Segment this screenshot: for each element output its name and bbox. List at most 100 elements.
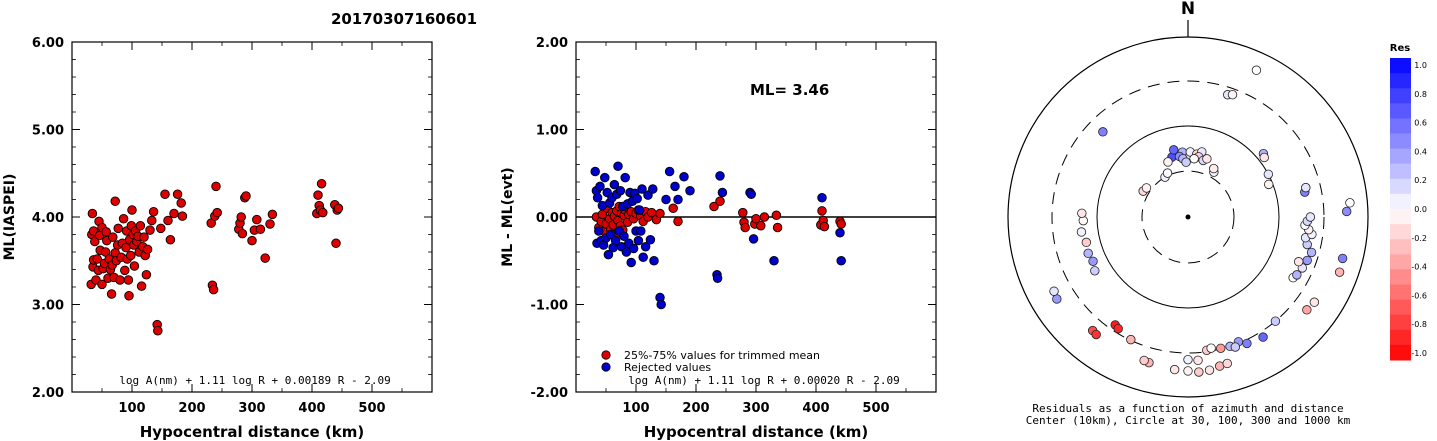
ytick-label: 2.00 <box>536 36 568 51</box>
station-point <box>1242 338 1252 349</box>
circle-100km <box>1096 125 1280 309</box>
station-point <box>1216 343 1226 353</box>
station-point <box>1305 212 1316 222</box>
colorbar-cell <box>1390 284 1411 301</box>
data-point <box>670 181 680 192</box>
data-point <box>771 210 782 220</box>
station-point <box>1049 286 1059 296</box>
station-point <box>1206 343 1216 353</box>
station-point <box>1222 358 1232 369</box>
colorbar-tick-label: 0.2 <box>1414 176 1427 185</box>
colorbar-title: Res <box>1390 43 1410 54</box>
station-point <box>1345 198 1355 208</box>
ylabel-middle: ML - ML(evt) <box>500 167 516 266</box>
circle-1000km <box>1007 36 1369 398</box>
data-point <box>267 209 278 220</box>
colorbar-ticks: 1.0 0.8 0.6 0.4 0.2 0.0 -0.2 -0.4 -0.6 -0.8 -1.0 <box>1411 61 1427 358</box>
colorbar-cell <box>1390 178 1411 195</box>
colorbar-tick-label: 0.8 <box>1414 90 1427 99</box>
data-point <box>260 253 270 263</box>
data-point <box>156 223 166 234</box>
data-point <box>640 241 651 252</box>
tick-group-left: 2.00 3.00 4.00 5.00 6.00 100 200 300 400 500 <box>32 36 432 416</box>
ytick-label: 2.00 <box>32 386 64 401</box>
colorbar-cell <box>1390 299 1411 316</box>
xtick-label: 200 <box>682 401 709 416</box>
data-point <box>645 234 656 245</box>
data-point <box>123 275 134 285</box>
data-point <box>632 193 642 204</box>
colorbar-cell <box>1390 103 1411 119</box>
station-point <box>1293 257 1304 267</box>
data-point <box>126 250 136 261</box>
legend-label-rejected: Rejected values <box>624 361 711 374</box>
data-point <box>139 232 149 242</box>
data-point <box>715 171 725 181</box>
station-point <box>1183 354 1193 365</box>
figure-title: 20170307160601 <box>331 10 477 28</box>
xtick-label: 100 <box>622 401 649 416</box>
station-point <box>1301 182 1311 193</box>
station-point <box>1306 247 1317 258</box>
data-point <box>664 166 675 177</box>
data-point <box>738 207 748 218</box>
station-point <box>1334 267 1345 277</box>
data-point <box>265 219 275 229</box>
station-point <box>1189 154 1199 164</box>
station-point <box>1163 157 1173 167</box>
data-point <box>609 179 620 190</box>
data-point <box>636 226 646 236</box>
station-point <box>1076 227 1087 237</box>
data-point <box>211 181 221 192</box>
data-point <box>124 291 134 301</box>
data-point <box>241 191 251 201</box>
points-left <box>86 178 344 336</box>
data-point <box>600 172 610 183</box>
station-point <box>1230 342 1241 352</box>
data-point <box>656 299 666 310</box>
colorbar-cell <box>1390 209 1411 225</box>
station-point <box>1309 297 1320 307</box>
station-point <box>1202 154 1212 164</box>
colorbar-cell <box>1390 193 1411 210</box>
station-point <box>1113 323 1123 334</box>
data-point <box>772 222 783 233</box>
data-point <box>316 178 327 189</box>
data-point <box>110 196 120 206</box>
station-point <box>1081 237 1092 248</box>
colorbar-tick-label: -1.0 <box>1411 349 1427 358</box>
data-point <box>817 192 827 203</box>
station-point <box>1088 256 1098 266</box>
data-point <box>120 265 130 276</box>
ytick-label: 4.00 <box>32 211 64 226</box>
colorbar-cell <box>1390 163 1411 180</box>
data-point <box>176 198 186 208</box>
formula-middle: log A(nm) + 1.11 log R + 0.00020 R - 2.0… <box>628 374 900 387</box>
station-point <box>1183 366 1193 376</box>
ytick-label: 3.00 <box>32 299 64 314</box>
station-point <box>1337 253 1348 264</box>
data-point <box>756 220 766 231</box>
panel-polar: N Residuals as a function of azimuth and… <box>1007 0 1369 427</box>
data-point <box>148 206 159 217</box>
data-point <box>619 231 629 241</box>
data-point <box>252 214 262 225</box>
data-point <box>129 261 140 271</box>
data-point <box>169 208 179 219</box>
polar-points <box>1049 65 1355 377</box>
data-point <box>661 194 671 205</box>
data-point <box>165 234 176 245</box>
colorbar-cell <box>1390 254 1411 270</box>
data-point <box>633 235 644 246</box>
data-point <box>333 203 344 213</box>
station-point <box>1204 365 1215 375</box>
colorbar-cell <box>1390 314 1411 331</box>
xtick-label: 500 <box>862 401 889 416</box>
data-point <box>331 238 341 248</box>
station-point <box>1091 329 1101 340</box>
north-label: N <box>1181 0 1195 19</box>
legend-label-trimmed: 25%-75% values for trimmed mean <box>624 349 820 362</box>
station-point <box>1181 157 1191 167</box>
station-point <box>1090 266 1100 276</box>
ytick-label: 1.00 <box>536 124 568 139</box>
